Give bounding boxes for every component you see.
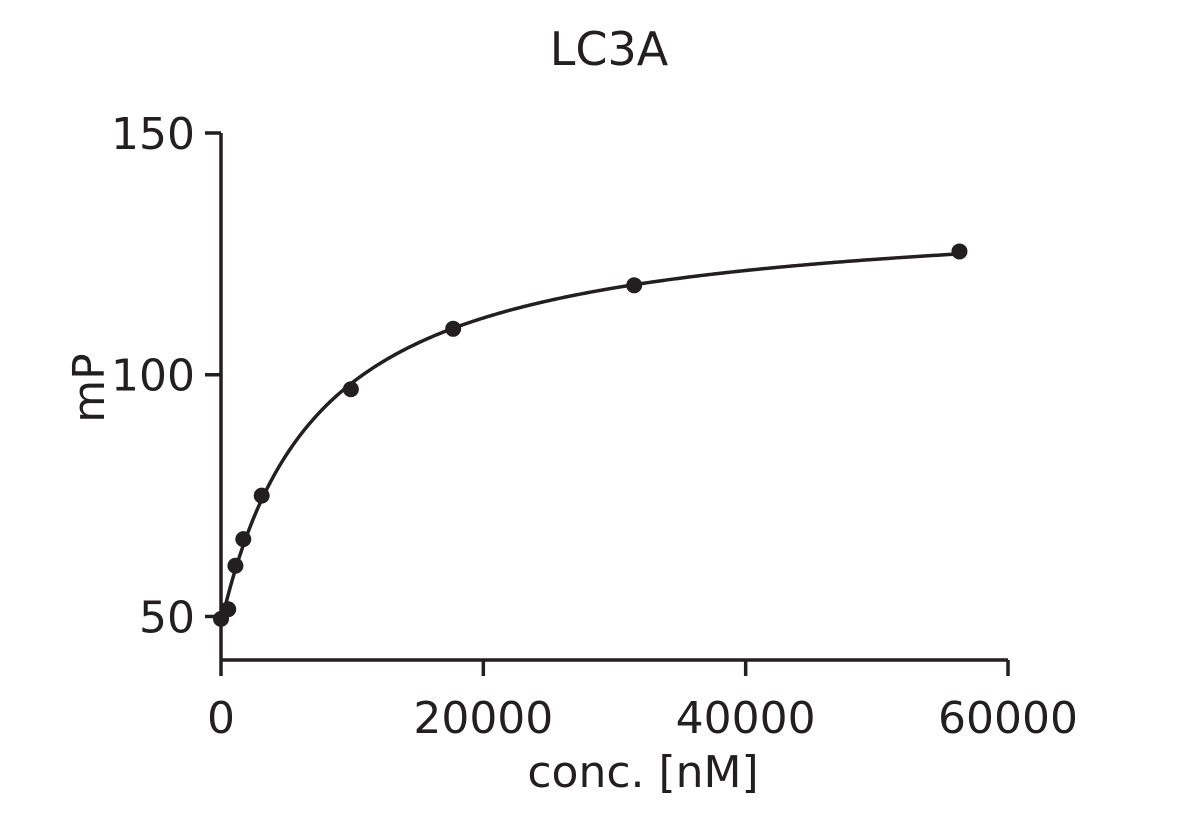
axes: 50 100 150 0 20000 40000 60000 [111, 109, 1078, 744]
x-tick-label: 60000 [938, 693, 1078, 744]
x-tick-label: 0 [207, 693, 235, 744]
data-point [951, 243, 968, 260]
data-point [253, 487, 270, 504]
data-point [220, 601, 237, 618]
data-point [235, 531, 252, 548]
data-point [626, 277, 643, 294]
x-axis-title: conc. [nM] [527, 747, 758, 798]
chart-title: LC3A [550, 22, 669, 76]
data-points-layer [213, 243, 968, 627]
y-tick-label: 100 [111, 351, 195, 402]
data-point [227, 557, 244, 574]
data-point [445, 320, 462, 337]
y-axis-title: mP [64, 353, 115, 422]
y-tick-label: 50 [139, 592, 195, 643]
fit-curve-layer [219, 252, 960, 625]
fit-curve-line [219, 252, 960, 625]
x-tick-label: 40000 [676, 693, 816, 744]
x-tick-label: 20000 [413, 693, 553, 744]
data-point [342, 381, 359, 398]
y-tick-label: 150 [111, 109, 195, 160]
